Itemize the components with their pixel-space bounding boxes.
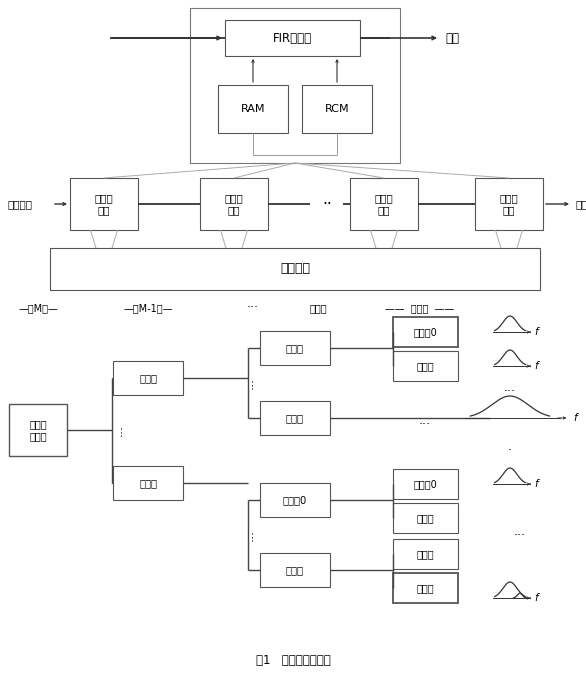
Text: 滤波器0: 滤波器0 <box>413 479 437 489</box>
Bar <box>260 483 330 517</box>
Text: ···: ··· <box>504 386 516 399</box>
Bar <box>9 404 67 456</box>
Text: ···: ··· <box>247 377 260 389</box>
Bar <box>50 248 540 290</box>
Bar <box>350 178 418 230</box>
Text: 滤波噱: 滤波噱 <box>416 361 434 371</box>
Text: 滤波器
单元: 滤波器 单元 <box>374 193 393 215</box>
Text: 滤波器
单元: 滤波器 单元 <box>224 193 243 215</box>
Text: 滤波噲: 滤波噲 <box>286 343 304 353</box>
Text: ··: ·· <box>322 197 332 212</box>
Bar <box>302 85 372 133</box>
Text: f: f <box>534 479 538 489</box>
Text: f: f <box>573 413 577 423</box>
Text: 输出: 输出 <box>445 31 459 45</box>
Text: f: f <box>534 593 538 603</box>
Bar <box>113 466 183 500</box>
Bar <box>218 85 288 133</box>
Text: 抗混叠
滤波器: 抗混叠 滤波器 <box>29 419 47 441</box>
Bar <box>225 20 360 56</box>
Text: 滤波噲: 滤波噲 <box>139 478 157 488</box>
Bar <box>393 469 458 499</box>
Bar <box>200 178 268 230</box>
Text: ——  第一阶  ——: —— 第一阶 —— <box>386 303 455 313</box>
Text: 滤波噳: 滤波噳 <box>416 583 434 593</box>
Text: ···: ··· <box>247 529 260 541</box>
Text: RCM: RCM <box>325 104 349 114</box>
Text: 滤波噱: 滤波噱 <box>286 565 304 575</box>
Text: 滤波噱: 滤波噱 <box>139 373 157 383</box>
Text: 滤波器0: 滤波器0 <box>413 327 437 337</box>
Bar <box>260 401 330 435</box>
Text: f: f <box>534 361 538 371</box>
Text: FIR滤波器: FIR滤波器 <box>273 31 312 45</box>
Text: 第二阶: 第二阶 <box>309 303 327 313</box>
Text: ···: ··· <box>247 302 259 315</box>
Text: 滤波噱: 滤波噱 <box>416 513 434 523</box>
Text: ···: ··· <box>115 424 128 437</box>
Text: 滤波噲: 滤波噲 <box>416 549 434 559</box>
Text: ···: ··· <box>419 418 431 431</box>
Text: ·: · <box>508 445 512 458</box>
Bar <box>70 178 138 230</box>
Text: 图1   新的分路器结构: 图1 新的分路器结构 <box>255 654 331 666</box>
Text: —第M-1阶—: —第M-1阶— <box>123 303 173 313</box>
Text: ···: ··· <box>514 530 526 542</box>
Text: 滤波器0: 滤波器0 <box>283 495 307 505</box>
Bar <box>190 8 400 163</box>
Text: RAM: RAM <box>241 104 265 114</box>
Text: 控制模块: 控制模块 <box>280 262 310 275</box>
Bar <box>113 361 183 395</box>
Bar <box>393 539 458 569</box>
Text: 滤波器
单元: 滤波器 单元 <box>500 193 519 215</box>
Bar <box>393 503 458 533</box>
Text: 滤波噳: 滤波噳 <box>286 413 304 423</box>
Text: f: f <box>534 327 538 337</box>
Bar <box>475 178 543 230</box>
Bar <box>260 331 330 365</box>
Bar <box>393 317 458 347</box>
Text: 滤波器
单元: 滤波器 单元 <box>94 193 113 215</box>
Text: 输入信号: 输入信号 <box>8 199 33 209</box>
Bar <box>393 351 458 381</box>
Text: —第M阶—: —第M阶— <box>18 303 58 313</box>
Bar <box>260 553 330 587</box>
Bar <box>393 573 458 603</box>
Text: 输出信号: 输出信号 <box>575 199 586 209</box>
